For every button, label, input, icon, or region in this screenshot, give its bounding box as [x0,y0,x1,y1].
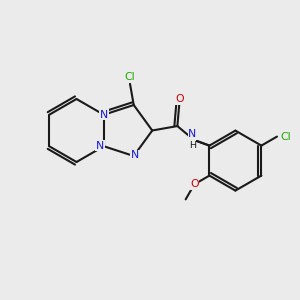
Text: N: N [131,150,140,161]
Text: Cl: Cl [280,132,291,142]
Text: N: N [188,129,196,139]
Text: N: N [96,141,104,151]
Text: H: H [189,141,196,150]
Text: O: O [190,179,199,189]
Text: N: N [100,110,108,120]
Text: O: O [175,94,184,104]
Text: Cl: Cl [125,72,135,82]
